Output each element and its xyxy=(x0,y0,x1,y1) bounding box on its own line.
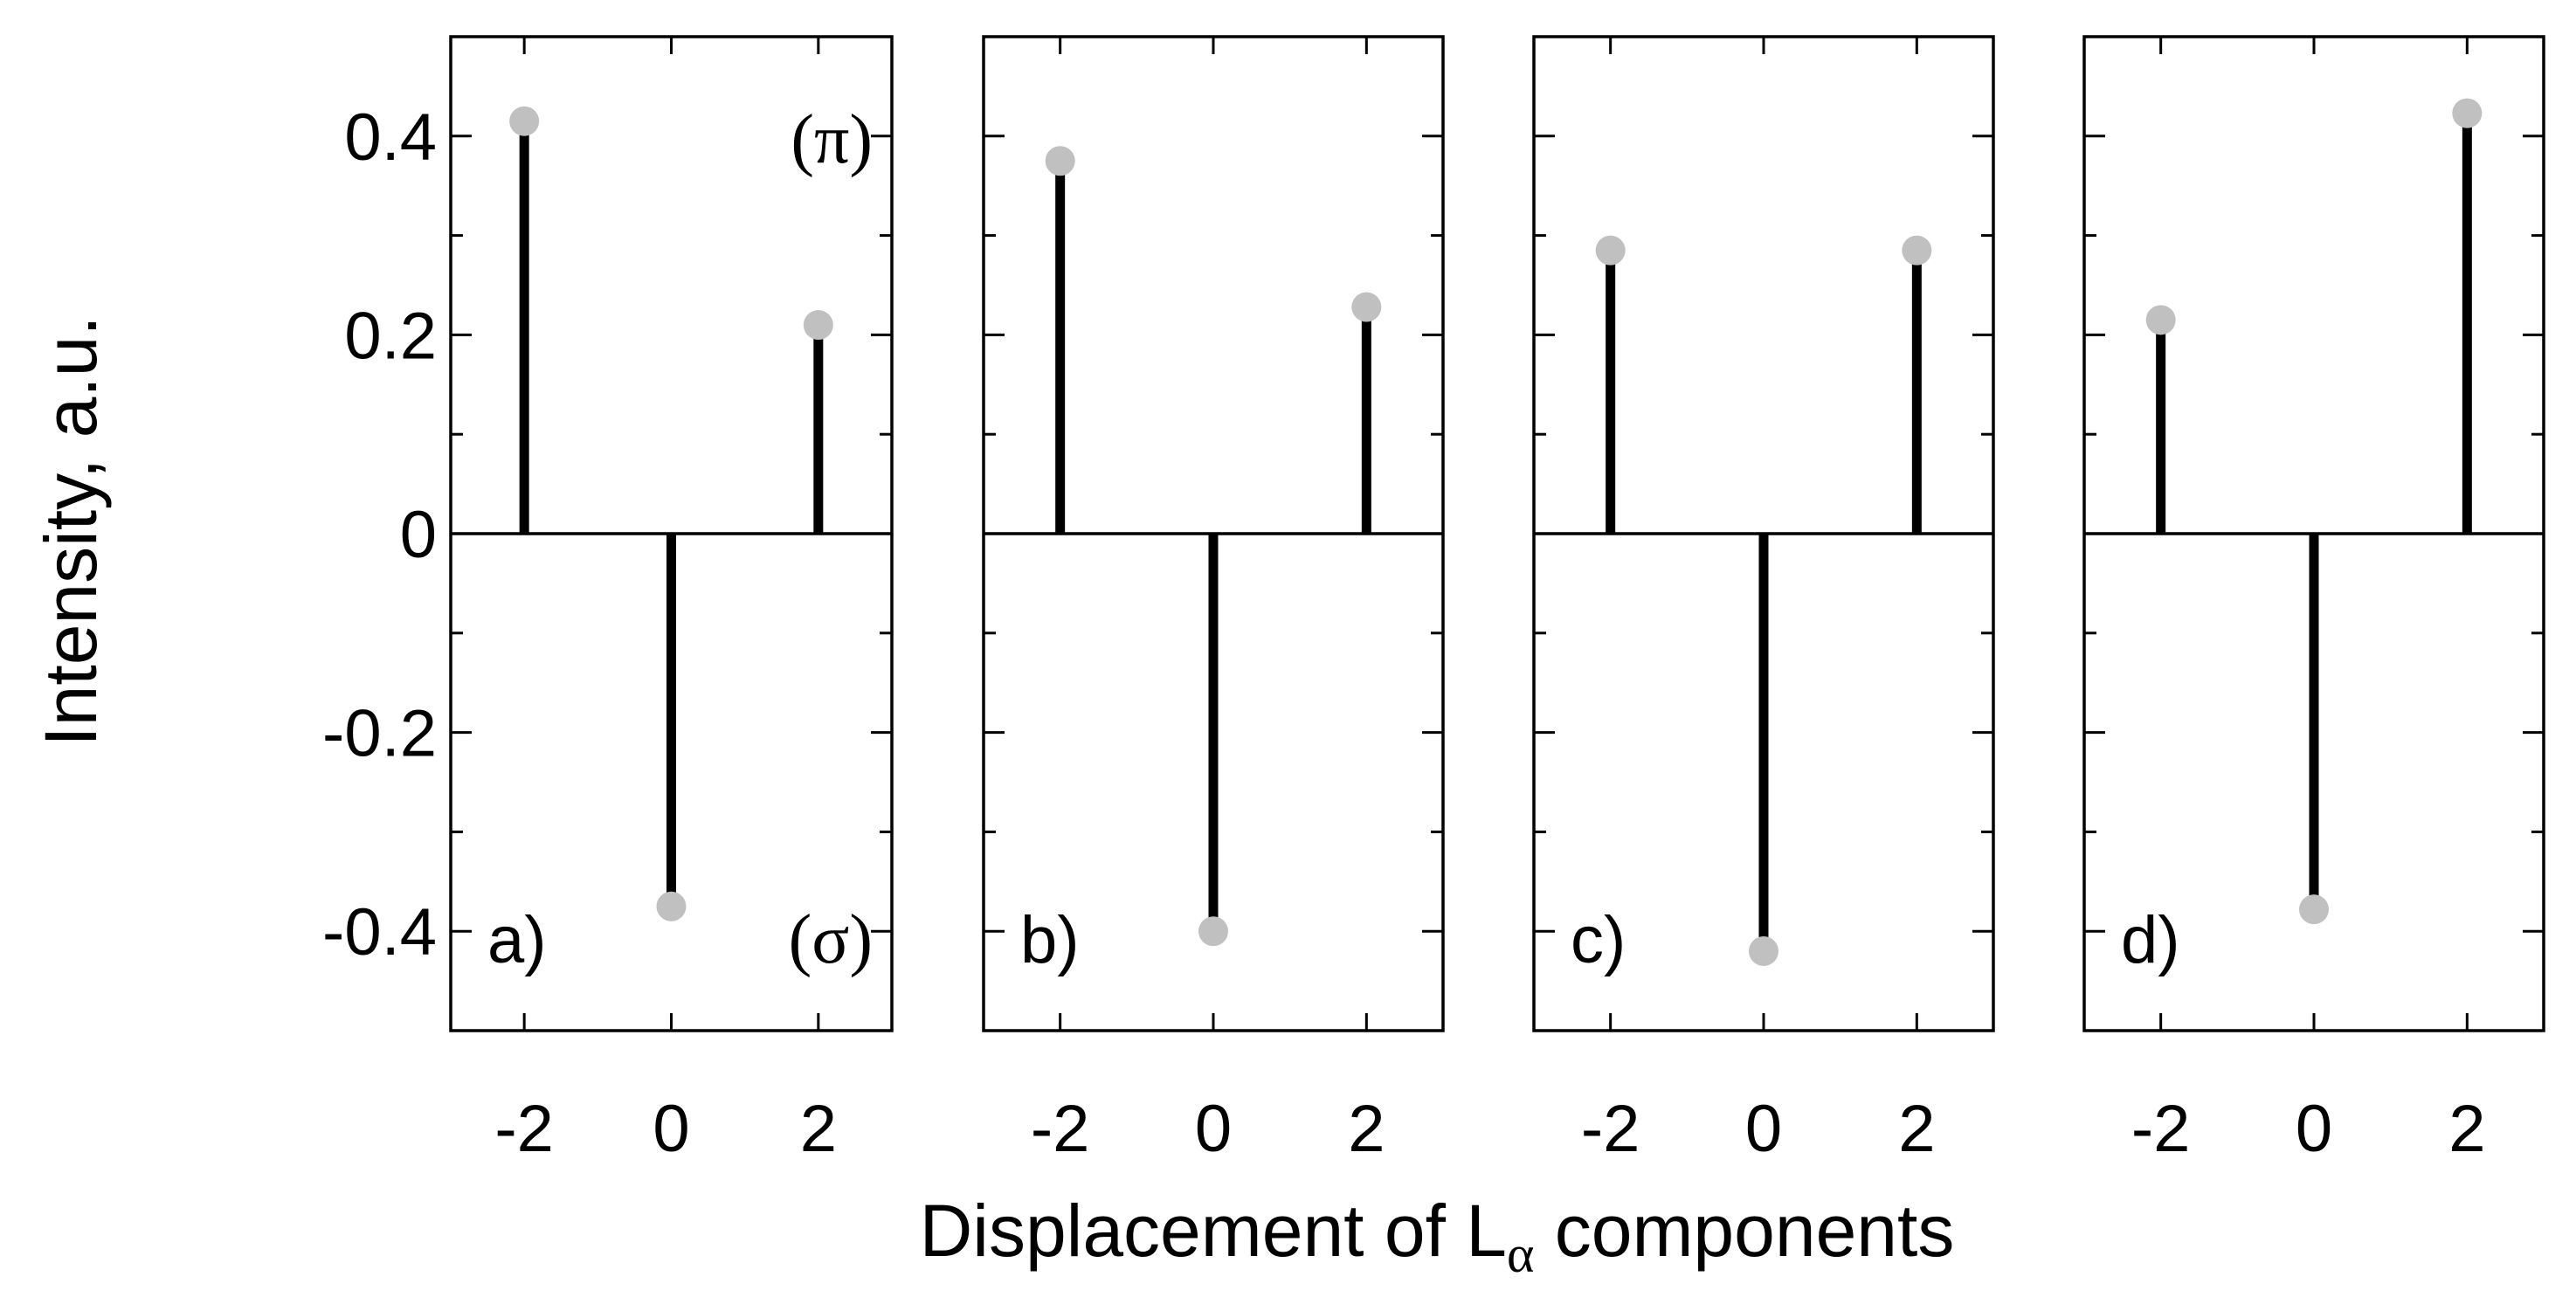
x-tick-label: 2 xyxy=(1898,1092,1935,1166)
y-tick-label: 0 xyxy=(400,498,437,572)
panel-label: d) xyxy=(2121,903,2180,977)
x-tick-label: 2 xyxy=(1348,1092,1385,1166)
sigma-polarization-label: (σ) xyxy=(789,901,873,978)
x-tick-label: 0 xyxy=(1745,1092,1782,1166)
data-point xyxy=(509,106,540,136)
data-point xyxy=(2452,98,2483,128)
x-tick-label: 2 xyxy=(2448,1092,2485,1166)
data-point xyxy=(1902,235,1932,266)
x-tick-label: 0 xyxy=(1195,1092,1232,1166)
x-tick-label: -2 xyxy=(1031,1092,1090,1166)
x-axis-title-suffix: components xyxy=(1534,1190,1954,1272)
panel-label: b) xyxy=(1020,903,1080,977)
x-axis-title-main: Displacement of L xyxy=(920,1190,1507,1272)
data-point xyxy=(1595,235,1626,266)
y-axis-title: Intensity, a.u. xyxy=(30,315,112,746)
x-tick-label: 2 xyxy=(800,1092,837,1166)
panel-d: -2 0 2 d) xyxy=(2082,35,2545,1166)
data-point xyxy=(2145,305,2176,335)
x-tick-label: 0 xyxy=(653,1092,689,1166)
x-tick-label: -2 xyxy=(2131,1092,2191,1166)
panel-label: c) xyxy=(1571,903,1626,977)
panels: -2 0 2 a) (π) (σ) -2 0 2 b) -2 0 2 c) -2 0 2 d) xyxy=(449,35,2545,1166)
data-point xyxy=(1198,916,1228,947)
y-tick-label: -0.4 xyxy=(322,895,437,969)
data-point xyxy=(803,310,833,341)
y-tick-label: 0.2 xyxy=(344,299,437,373)
x-tick-label: -2 xyxy=(1581,1092,1640,1166)
panel-label: a) xyxy=(487,903,547,977)
data-point xyxy=(2299,894,2329,925)
panel-c: -2 0 2 c) xyxy=(1532,35,1995,1166)
x-axis-title: Displacement of Lα components xyxy=(920,1190,1955,1283)
x-tick-label: 0 xyxy=(2296,1092,2332,1166)
pi-polarization-label: (π) xyxy=(791,101,873,178)
data-point xyxy=(656,891,687,921)
panel-b: -2 0 2 b) xyxy=(982,35,1445,1166)
y-tick-labels: 0.4 0.2 0 -0.2 -0.4 xyxy=(322,100,437,969)
panel-a: -2 0 2 a) (π) (σ) xyxy=(449,35,894,1166)
data-point xyxy=(1351,292,1382,322)
y-tick-label: -0.2 xyxy=(322,697,437,771)
x-tick-label: -2 xyxy=(494,1092,554,1166)
y-tick-label: 0.4 xyxy=(344,100,437,175)
x-axis-title-subscript: α xyxy=(1507,1225,1534,1283)
data-point xyxy=(1045,146,1075,176)
data-point xyxy=(1749,935,1778,966)
